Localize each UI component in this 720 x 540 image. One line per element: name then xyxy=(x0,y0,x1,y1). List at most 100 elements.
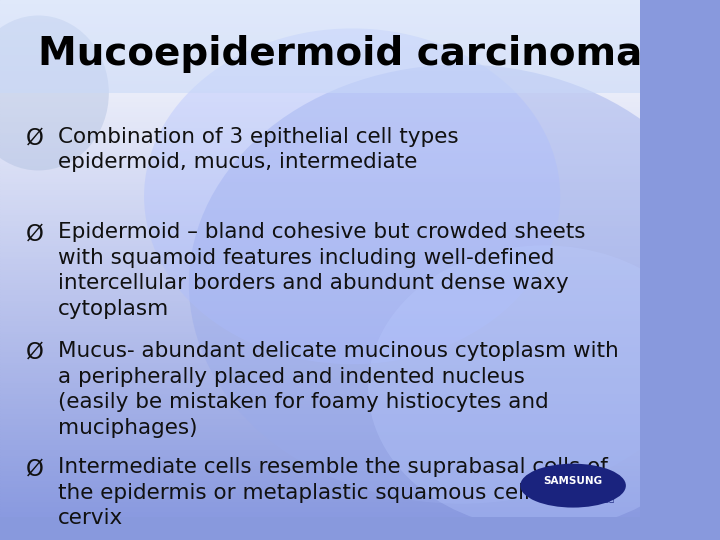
Bar xyxy=(0,403,640,406)
Text: SAMSUNG: SAMSUNG xyxy=(544,476,603,487)
Bar xyxy=(0,310,640,313)
Bar xyxy=(0,238,640,240)
Bar xyxy=(0,478,640,481)
Bar xyxy=(0,119,640,122)
Bar xyxy=(0,429,640,431)
Bar xyxy=(0,413,640,416)
Bar xyxy=(0,93,640,96)
Bar xyxy=(0,375,640,377)
Bar xyxy=(0,444,640,447)
Bar xyxy=(0,494,640,496)
Bar xyxy=(0,88,640,90)
Bar xyxy=(0,163,640,165)
Bar xyxy=(0,465,640,468)
Ellipse shape xyxy=(368,245,720,530)
Bar xyxy=(0,142,640,145)
Bar xyxy=(0,483,640,485)
Bar xyxy=(0,124,640,126)
Bar xyxy=(0,23,640,26)
Bar xyxy=(0,72,640,75)
Bar xyxy=(0,160,640,163)
Bar xyxy=(0,57,640,59)
Bar xyxy=(0,207,640,209)
Bar xyxy=(0,188,640,191)
Bar xyxy=(0,49,640,52)
Ellipse shape xyxy=(0,16,109,171)
Bar xyxy=(0,132,640,134)
Bar xyxy=(0,302,640,305)
Bar xyxy=(0,449,640,452)
Bar xyxy=(0,398,640,400)
Bar xyxy=(0,85,640,88)
Bar xyxy=(0,75,640,78)
Text: Mucus- abundant delicate mucinous cytoplasm with
a peripherally placed and inden: Mucus- abundant delicate mucinous cytopl… xyxy=(58,341,618,438)
Bar xyxy=(0,279,640,281)
Bar xyxy=(0,323,640,326)
Bar xyxy=(0,488,640,491)
Bar xyxy=(0,181,640,184)
Bar xyxy=(0,318,640,320)
Text: Ø: Ø xyxy=(26,457,43,480)
Bar xyxy=(0,33,640,36)
Text: Ø: Ø xyxy=(26,341,43,364)
Bar xyxy=(0,372,640,375)
Bar xyxy=(0,171,640,173)
Bar xyxy=(0,434,640,436)
Bar xyxy=(0,320,640,323)
Bar xyxy=(0,271,640,274)
Bar xyxy=(0,426,640,429)
Bar xyxy=(0,59,640,62)
Bar xyxy=(0,367,640,369)
Bar xyxy=(0,62,640,65)
Bar xyxy=(0,377,640,380)
Bar xyxy=(0,42,640,44)
Bar xyxy=(0,470,640,472)
Bar xyxy=(0,292,640,294)
Bar xyxy=(0,315,640,318)
Bar xyxy=(0,8,640,10)
Bar xyxy=(0,411,640,413)
Bar xyxy=(0,29,640,31)
Bar xyxy=(0,96,640,98)
Bar xyxy=(0,442,640,444)
Bar xyxy=(0,109,640,111)
Bar xyxy=(0,46,640,49)
Bar xyxy=(0,354,640,356)
Bar xyxy=(0,0,640,93)
Bar xyxy=(0,507,640,509)
Bar xyxy=(0,266,640,268)
Bar xyxy=(0,362,640,364)
Bar xyxy=(0,168,640,171)
Bar xyxy=(0,176,640,178)
Bar xyxy=(0,468,640,470)
Bar xyxy=(0,106,640,109)
Text: Epidermoid – bland cohesive but crowded sheets
with squamoid features including : Epidermoid – bland cohesive but crowded … xyxy=(58,222,585,319)
Bar xyxy=(0,191,640,194)
Bar xyxy=(0,70,640,72)
Bar xyxy=(0,165,640,168)
Bar xyxy=(0,485,640,488)
Bar xyxy=(0,328,640,330)
Bar xyxy=(0,39,640,42)
Bar xyxy=(0,44,640,46)
Bar xyxy=(0,496,640,498)
Bar xyxy=(0,78,640,80)
Bar xyxy=(0,122,640,124)
Bar xyxy=(0,388,640,390)
Bar xyxy=(0,313,640,315)
Bar xyxy=(0,147,640,150)
Bar xyxy=(0,256,640,258)
Bar xyxy=(0,220,640,222)
Bar xyxy=(0,406,640,408)
Bar xyxy=(0,423,640,426)
Bar xyxy=(0,498,640,501)
Bar xyxy=(0,225,640,227)
Bar xyxy=(0,501,640,504)
Bar xyxy=(0,393,640,395)
Bar xyxy=(0,222,640,225)
Bar xyxy=(0,52,640,54)
Bar xyxy=(0,264,640,266)
Bar xyxy=(0,16,640,18)
Bar xyxy=(0,472,640,475)
Bar xyxy=(0,98,640,101)
